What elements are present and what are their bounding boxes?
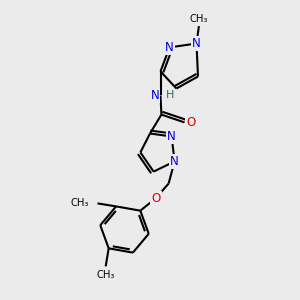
Text: CH₃: CH₃ (71, 198, 89, 208)
Text: O: O (186, 116, 195, 129)
Text: N: N (151, 89, 160, 102)
Text: N: N (167, 130, 176, 143)
Text: H: H (166, 90, 174, 100)
Text: O: O (152, 191, 160, 205)
Text: CH₃: CH₃ (97, 270, 115, 280)
Text: N: N (170, 155, 179, 168)
Text: CH₃: CH₃ (190, 14, 208, 24)
Text: N: N (165, 41, 174, 54)
Text: N: N (192, 37, 201, 50)
